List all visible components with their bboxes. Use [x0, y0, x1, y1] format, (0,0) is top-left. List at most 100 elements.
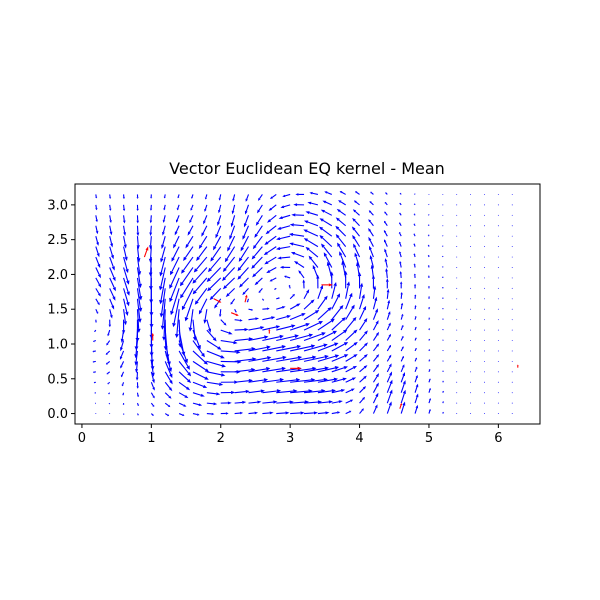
arrow-76 — [136, 309, 141, 333]
arrow-590 — [456, 225, 458, 227]
arrow-652 — [497, 267, 499, 268]
arrow-195 — [203, 215, 208, 225]
chart-title: Vector Euclidean EQ kernel - Mean — [169, 159, 445, 178]
arrow-672 — [511, 287, 513, 289]
arrow-325 — [276, 235, 291, 241]
arrow-598 — [470, 371, 472, 373]
arrow-338 — [303, 321, 323, 331]
arrow-57 — [123, 277, 130, 296]
arrow-669 — [511, 319, 513, 321]
arrow-158 — [192, 371, 209, 380]
y-tick-label-6: 3.0 — [47, 198, 68, 213]
arrow-674 — [511, 267, 513, 268]
arrow-520 — [413, 263, 416, 268]
arrow-312 — [290, 366, 317, 373]
arrow-585 — [456, 277, 458, 279]
arrow-599 — [470, 360, 472, 362]
arrow-6 — [92, 350, 96, 353]
arrow-284 — [257, 204, 263, 214]
arrow-10 — [95, 308, 99, 314]
arrow-130 — [163, 204, 166, 211]
arrow-564 — [441, 266, 444, 268]
arrow-586 — [456, 267, 458, 268]
arrow-680 — [511, 204, 513, 206]
arrow-63 — [122, 215, 126, 224]
arrow-257 — [237, 256, 249, 272]
arrow-371 — [305, 211, 319, 216]
arrow-399 — [345, 377, 357, 383]
arrow-112 — [164, 392, 172, 399]
arrow-337 — [303, 332, 326, 342]
observation-vectors — [143, 246, 519, 409]
arrow-593 — [456, 193, 458, 195]
arrow-638 — [497, 413, 499, 415]
arrow-631 — [484, 256, 485, 258]
arrow-128 — [162, 225, 166, 236]
arrow-138 — [178, 350, 190, 370]
arrow-72 — [134, 350, 139, 366]
arrow-478 — [383, 239, 388, 247]
arrow-175 — [190, 194, 194, 199]
arrow-658 — [497, 204, 499, 206]
arrow-518 — [413, 283, 417, 289]
arrow-142 — [174, 309, 180, 339]
arrow-463 — [386, 389, 393, 404]
arrow-248 — [248, 345, 271, 352]
arrow-418 — [359, 408, 364, 414]
arrow-56 — [123, 288, 130, 307]
arrow-210 — [209, 287, 222, 301]
arrow-592 — [456, 204, 458, 206]
arrow-65 — [122, 194, 126, 200]
arrow-653 — [497, 256, 499, 258]
arrow-514 — [414, 326, 417, 331]
arrow-183 — [206, 340, 222, 350]
arrow-281 — [252, 235, 263, 250]
arrow-218 — [218, 204, 222, 214]
arrow-414 — [335, 217, 347, 227]
arrow-547 — [427, 214, 430, 216]
arrow-494 — [400, 302, 404, 310]
arrow-339 — [303, 310, 320, 321]
arrow-3 — [93, 381, 96, 384]
arrow-618 — [484, 392, 485, 394]
arrow-407 — [345, 281, 351, 299]
y-tick-label-3: 1.5 — [47, 303, 68, 318]
arrow-543 — [427, 254, 430, 258]
observation-arrow-7 — [290, 366, 302, 370]
arrow-522 — [413, 243, 416, 247]
arrow-62 — [123, 225, 127, 237]
arrow-121 — [160, 298, 166, 330]
arrow-525 — [413, 213, 416, 216]
arrow-597 — [470, 381, 472, 383]
arrow-381 — [331, 329, 348, 341]
arrow-529 — [428, 398, 432, 404]
arrow-114 — [164, 371, 173, 385]
arrow-619 — [484, 381, 485, 383]
arrow-78 — [136, 288, 143, 312]
arrow-31 — [108, 319, 112, 328]
y-tick-label-4: 2.0 — [47, 268, 68, 283]
arrow-64 — [122, 204, 126, 212]
arrow-443 — [372, 373, 380, 383]
arrow-651 — [497, 277, 499, 279]
arrow-17 — [95, 236, 99, 246]
arrow-88 — [150, 413, 154, 416]
arrow-561 — [441, 297, 444, 299]
arrow-627 — [484, 298, 485, 300]
arrow-170 — [183, 246, 194, 262]
arrow-194 — [201, 225, 208, 237]
x-tick-label-4: 4 — [355, 431, 363, 446]
arrow-630 — [484, 267, 485, 268]
arrow-595 — [470, 402, 472, 404]
arrow-134 — [178, 392, 189, 399]
arrow-423 — [359, 354, 368, 362]
arrow-482 — [384, 202, 388, 206]
arrow-654 — [497, 246, 499, 248]
arrow-479 — [383, 230, 388, 237]
arrow-107 — [149, 215, 153, 224]
arrow-345 — [290, 252, 305, 258]
arrow-637 — [484, 193, 485, 195]
arrow-584 — [456, 287, 458, 289]
arrow-50 — [119, 350, 125, 360]
